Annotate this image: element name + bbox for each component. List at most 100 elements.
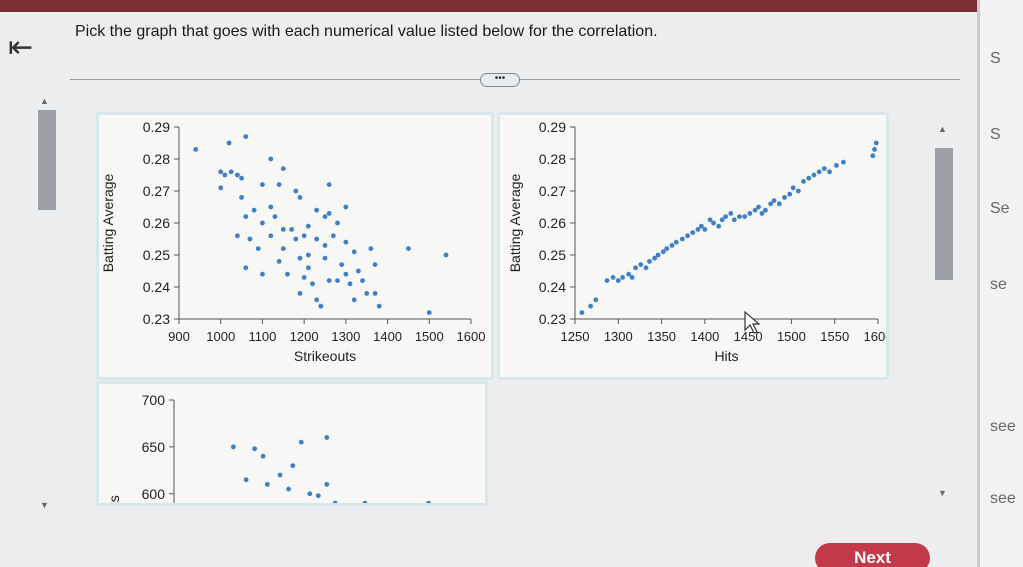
data-point [314,297,320,303]
data-point [360,278,365,283]
data-point [669,243,675,248]
data-point [297,195,303,200]
answer-select-5[interactable]: see [990,418,1016,435]
data-point [235,172,240,178]
x-tick-label: 1550 [820,329,849,344]
answer-select-2[interactable]: S [990,126,1001,143]
x-tick-label: 1200 [290,329,319,344]
data-point [372,291,378,296]
data-point [873,140,879,146]
graph-option-strikeouts[interactable]: 0.23 0.24 0.25 0.26 0.27 0.28 0.29 900 1000 1100 1… [96,112,494,380]
data-point [268,204,274,210]
data-point [728,211,734,216]
scatter-chart-hits: 0.23 0.24 0.25 0.26 0.27 0.28 0.29 1250 1300 1350… [507,119,892,364]
data-point [255,246,261,252]
right-scrollbar-thumb[interactable] [935,148,953,280]
data-point [280,246,286,252]
data-point [588,303,593,309]
y-tick-label: 0.26 [539,215,566,231]
answer-select-4[interactable]: se [990,276,1007,293]
data-point [816,169,822,175]
data-point [355,268,361,274]
data-point [239,175,244,181]
answer-select-6[interactable]: see [990,490,1016,507]
data-point [629,275,635,280]
data-point [343,271,349,277]
data-point [314,236,320,242]
data-point [443,252,449,258]
y-tick-label: 0.27 [143,183,170,199]
answer-select-1[interactable]: S [990,50,1001,67]
scroll-down-arrow-icon[interactable]: ▼ [40,500,49,510]
y-tick-label: 0.29 [143,119,170,135]
x-tick-label: 1600 [864,329,886,344]
data-point [620,275,626,280]
back-arrow-icon[interactable]: ⇤ [8,31,34,64]
data-point [280,166,286,171]
x-tick-label: 1600 [457,329,486,344]
data-point [235,233,240,239]
right-scroll-up-arrow-icon[interactable]: ▲ [938,124,947,134]
data-point [315,493,321,499]
y-tick-label: 0.25 [539,247,566,263]
data-point [293,236,299,242]
x-tick-label: 1300 [331,329,360,344]
data-point [827,169,832,175]
data-point [298,439,304,445]
data-point [231,444,236,450]
data-point [280,227,286,232]
data-point [719,217,725,223]
y-tick-label: 0.28 [539,151,566,167]
data-point [698,223,704,229]
data-point [364,291,370,296]
data-point [276,259,282,264]
graph-option-walks[interactable]: 550600650700Walks [96,381,488,506]
data-point [351,297,357,303]
data-point [286,486,291,492]
data-point [290,463,296,469]
question-prompt: Pick the graph that goes with each numer… [75,23,658,40]
data-point [723,214,729,219]
next-button[interactable]: Next [815,543,930,567]
data-point [776,201,782,207]
data-point [301,233,307,239]
data-point [652,255,658,261]
y-tick-label: 700 [142,392,166,408]
scroll-up-arrow-icon[interactable]: ▲ [40,96,49,106]
data-point [806,175,812,181]
data-point [228,169,234,175]
data-point [742,214,748,219]
data-point [368,246,374,252]
data-point [326,211,332,216]
data-point [305,265,311,271]
data-point [260,182,265,187]
data-point [322,214,328,219]
scatter-chart-strikeouts: 0.23 0.24 0.25 0.26 0.27 0.28 0.29 900 1000 1100 1… [100,119,486,364]
y-tick-label: 0.25 [143,247,170,263]
data-point [685,233,690,239]
data-point [326,182,332,187]
data-point [247,236,253,242]
x-tick-label: 1350 [647,329,676,344]
answer-select-3[interactable]: Se [990,200,1010,217]
graph-option-hits[interactable]: 0.23 0.24 0.25 0.26 0.27 0.28 0.29 1250 1300 1350… [497,112,892,380]
data-point [305,252,311,258]
data-point [376,303,382,309]
data-point [615,278,621,283]
data-point [243,477,249,483]
x-tick-label: 1000 [206,329,235,344]
data-point [633,265,638,271]
more-button[interactable]: ••• [480,73,520,87]
x-tick-label: 900 [168,329,190,344]
left-scrollbar-thumb[interactable] [38,110,56,210]
data-point [593,297,599,303]
right-scroll-down-arrow-icon[interactable]: ▼ [938,488,947,498]
data-point [756,204,761,210]
data-point [243,134,249,139]
data-point [297,291,303,296]
data-point [260,453,266,459]
data-point [655,252,661,258]
data-point [840,159,846,165]
data-point [759,211,765,216]
y-tick-label: 0.24 [539,279,566,295]
